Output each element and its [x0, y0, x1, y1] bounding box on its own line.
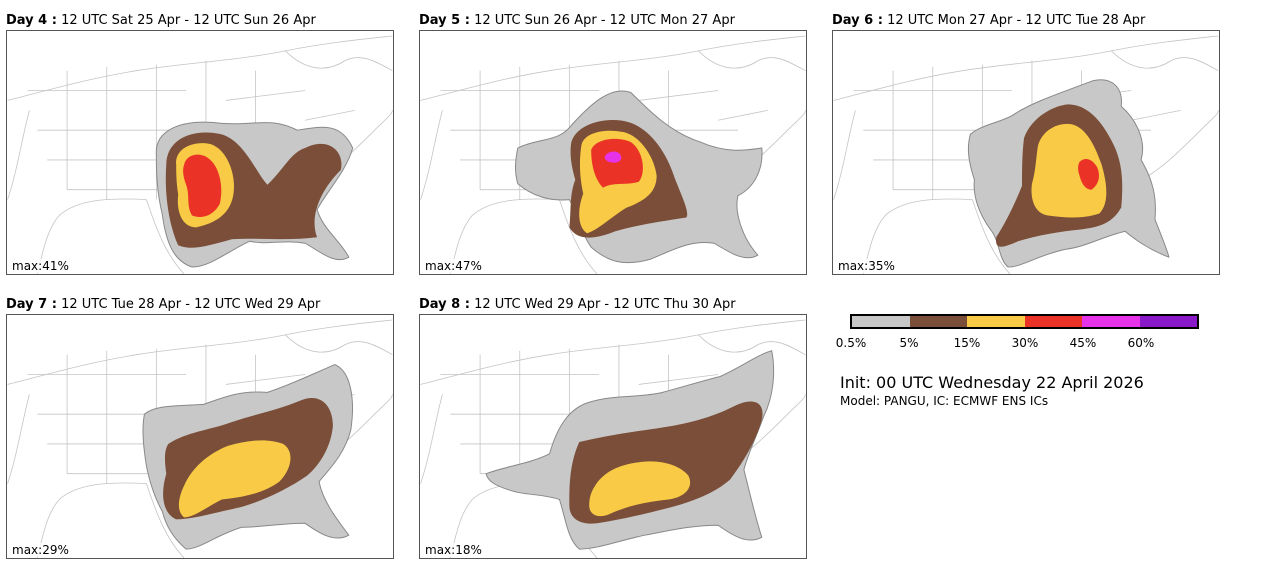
- day-label: Day 4 :: [6, 13, 57, 28]
- colorbar: [850, 314, 1199, 329]
- basemap-border: [146, 483, 185, 558]
- basemap-border: [285, 50, 393, 72]
- basemap-border: [1111, 50, 1219, 72]
- panel-title-day7: Day 7 : 12 UTC Tue 28 Apr - 12 UTC Wed 2…: [6, 297, 320, 313]
- map-day4: max:41%: [6, 30, 394, 275]
- basemap-border: [7, 110, 30, 200]
- map-day6: max:35%: [832, 30, 1220, 275]
- colorbar-tick: 5%: [899, 336, 919, 350]
- basemap-border: [7, 35, 393, 101]
- colorbar-swatch: [852, 316, 910, 327]
- contour-45pct: [604, 151, 622, 163]
- colorbar-tick: 45%: [1069, 336, 1097, 350]
- basemap-border: [638, 374, 719, 385]
- map-canvas: [7, 319, 393, 558]
- day-label: Day 5 :: [419, 13, 470, 28]
- panel-title-day4: Day 4 : 12 UTC Sat 25 Apr - 12 UTC Sun 2…: [6, 13, 316, 29]
- colorbar-swatch: [1082, 316, 1140, 327]
- basemap-border: [36, 198, 147, 274]
- panel-title-day8: Day 8 : 12 UTC Wed 29 Apr - 12 UTC Thu 3…: [419, 297, 736, 313]
- basemap-border: [36, 482, 147, 558]
- date-range: 12 UTC Sat 25 Apr - 12 UTC Sun 26 Apr: [61, 13, 316, 28]
- max-label: max:18%: [423, 543, 484, 557]
- basemap-border: [420, 110, 443, 200]
- map-canvas: [420, 35, 806, 274]
- contour-15pct: [1031, 123, 1107, 218]
- colorbar-swatch: [967, 316, 1025, 327]
- basemap-border: [1131, 109, 1181, 121]
- colorbar-tick: 30%: [1011, 336, 1039, 350]
- basemap-border: [420, 394, 443, 484]
- colorbar-swatch: [1024, 316, 1082, 327]
- colorbar-tick: 15%: [953, 336, 981, 350]
- max-label: max:35%: [836, 259, 897, 273]
- panel-title-day6: Day 6 : 12 UTC Mon 27 Apr - 12 UTC Tue 2…: [832, 13, 1145, 29]
- contour-30pct: [1078, 159, 1100, 190]
- map-day7: max:29%: [6, 314, 394, 559]
- basemap-border: [146, 199, 185, 274]
- basemap-border: [698, 334, 806, 356]
- basemap-border: [7, 394, 30, 484]
- max-label: max:41%: [10, 259, 71, 273]
- basemap-border: [225, 90, 306, 101]
- basemap-border: [833, 35, 1219, 101]
- map-canvas: [833, 35, 1219, 274]
- map-canvas: [420, 319, 806, 558]
- day-label: Day 7 :: [6, 297, 57, 312]
- basemap-border: [420, 319, 806, 385]
- map-day8: max:18%: [419, 314, 807, 559]
- basemap-border: [305, 109, 355, 121]
- contour-15pct: [589, 461, 691, 517]
- max-label: max:47%: [423, 259, 484, 273]
- panel-title-day5: Day 5 : 12 UTC Sun 26 Apr - 12 UTC Mon 2…: [419, 13, 735, 29]
- basemap-border: [449, 198, 560, 274]
- basemap-border: [420, 35, 806, 101]
- colorbar-tick: 60%: [1127, 336, 1155, 350]
- date-range: 12 UTC Wed 29 Apr - 12 UTC Thu 30 Apr: [474, 297, 736, 312]
- basemap-border: [698, 50, 806, 72]
- contour-30pct: [591, 138, 643, 188]
- init-time-text: Init: 00 UTC Wednesday 22 April 2026: [840, 373, 1144, 392]
- basemap-border: [718, 109, 768, 121]
- map-canvas: [7, 35, 393, 274]
- date-range: 12 UTC Sun 26 Apr - 12 UTC Mon 27 Apr: [474, 13, 735, 28]
- basemap-border: [1140, 110, 1219, 181]
- date-range: 12 UTC Tue 28 Apr - 12 UTC Wed 29 Apr: [61, 297, 321, 312]
- date-range: 12 UTC Mon 27 Apr - 12 UTC Tue 28 Apr: [887, 13, 1146, 28]
- day-label: Day 6 :: [832, 13, 883, 28]
- colorbar-swatch: [1139, 316, 1197, 327]
- day-label: Day 8 :: [419, 297, 470, 312]
- contour-30pct: [183, 154, 222, 217]
- colorbar-tick: 0.5%: [835, 336, 867, 350]
- basemap-border: [285, 334, 393, 356]
- model-info-text: Model: PANGU, IC: ECMWF ENS ICs: [840, 394, 1049, 408]
- basemap-border: [559, 199, 598, 274]
- basemap-border: [638, 90, 719, 101]
- basemap-border: [7, 319, 393, 385]
- basemap-border: [862, 198, 973, 274]
- basemap-border: [833, 110, 856, 200]
- colorbar-swatch: [909, 316, 967, 327]
- map-day5: max:47%: [419, 30, 807, 275]
- max-label: max:29%: [10, 543, 71, 557]
- contour-15pct: [178, 440, 291, 518]
- basemap-border: [225, 374, 306, 385]
- basemap-border: [972, 199, 1011, 274]
